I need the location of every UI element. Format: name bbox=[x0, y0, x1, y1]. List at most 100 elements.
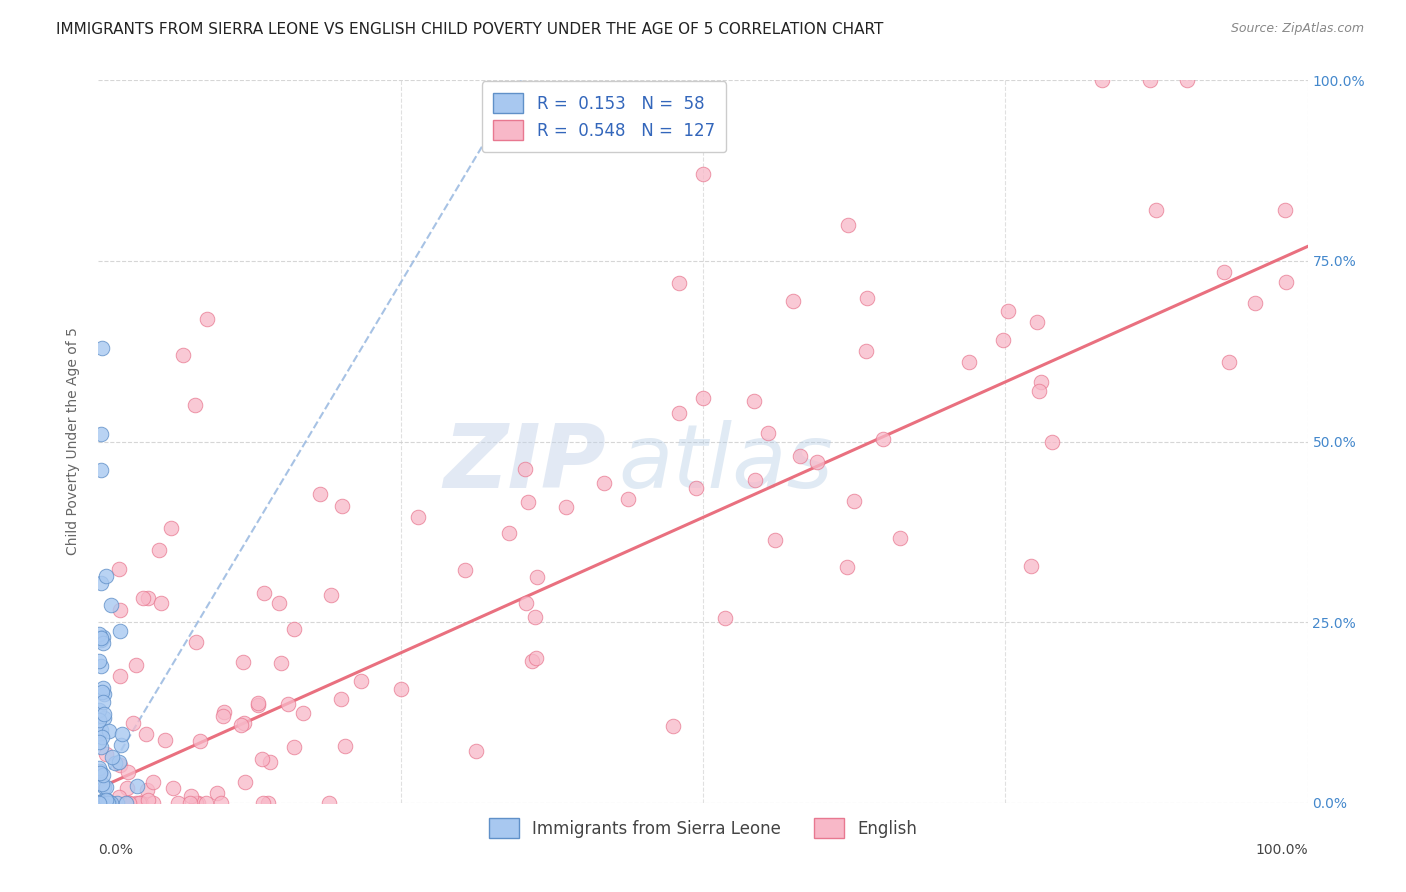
Point bbox=[247, 696, 270, 710]
Point bbox=[756, 425, 779, 440]
Point bbox=[125, 779, 148, 793]
Point bbox=[91, 636, 114, 650]
Point bbox=[330, 692, 353, 706]
Point bbox=[118, 796, 141, 810]
Point bbox=[668, 276, 690, 290]
Point bbox=[131, 796, 153, 810]
Point bbox=[259, 756, 281, 770]
Text: IMMIGRANTS FROM SIERRA LEONE VS ENGLISH CHILD POVERTY UNDER THE AGE OF 5 CORRELA: IMMIGRANTS FROM SIERRA LEONE VS ENGLISH … bbox=[56, 22, 883, 37]
Point bbox=[91, 681, 114, 695]
Point bbox=[105, 796, 128, 810]
Point bbox=[91, 768, 114, 782]
Point bbox=[270, 656, 292, 670]
Point bbox=[132, 591, 155, 606]
Point bbox=[115, 781, 138, 796]
Point bbox=[257, 796, 280, 810]
Point bbox=[991, 333, 1014, 347]
Point bbox=[291, 706, 314, 720]
Point bbox=[90, 631, 112, 645]
Point bbox=[93, 710, 115, 724]
Point bbox=[837, 218, 859, 232]
Point bbox=[692, 391, 714, 405]
Point bbox=[128, 796, 150, 810]
Point bbox=[129, 796, 152, 810]
Point bbox=[524, 651, 547, 665]
Point bbox=[87, 713, 110, 727]
Text: Source: ZipAtlas.com: Source: ZipAtlas.com bbox=[1230, 22, 1364, 36]
Point bbox=[406, 509, 429, 524]
Point bbox=[160, 521, 183, 535]
Point bbox=[842, 493, 865, 508]
Point bbox=[90, 427, 112, 442]
Point bbox=[90, 463, 112, 477]
Point bbox=[89, 796, 111, 810]
Point bbox=[744, 473, 766, 487]
Point bbox=[117, 796, 139, 810]
Point bbox=[110, 738, 132, 752]
Point bbox=[806, 455, 828, 469]
Point bbox=[188, 734, 211, 748]
Point bbox=[172, 348, 194, 362]
Point bbox=[90, 730, 112, 744]
Point bbox=[89, 765, 111, 780]
Point bbox=[1139, 73, 1161, 87]
Point bbox=[229, 717, 252, 731]
Point bbox=[87, 727, 110, 741]
Point bbox=[96, 796, 118, 810]
Point bbox=[782, 293, 804, 308]
Point bbox=[593, 476, 616, 491]
Point bbox=[685, 481, 707, 495]
Point bbox=[515, 596, 537, 610]
Point bbox=[957, 355, 980, 369]
Point bbox=[692, 167, 714, 181]
Point bbox=[1274, 202, 1296, 217]
Point bbox=[101, 750, 124, 764]
Point bbox=[90, 740, 112, 755]
Point bbox=[87, 796, 110, 810]
Point bbox=[107, 561, 129, 575]
Point bbox=[180, 789, 202, 803]
Point bbox=[1091, 73, 1114, 87]
Point bbox=[308, 487, 330, 501]
Point bbox=[187, 796, 209, 810]
Point bbox=[1021, 559, 1043, 574]
Point bbox=[90, 796, 112, 810]
Point bbox=[520, 655, 543, 669]
Point bbox=[98, 796, 121, 810]
Point bbox=[93, 707, 115, 722]
Point bbox=[283, 740, 305, 755]
Point bbox=[872, 432, 894, 446]
Point bbox=[122, 715, 145, 730]
Point bbox=[714, 611, 737, 625]
Point bbox=[195, 796, 218, 810]
Point bbox=[267, 596, 290, 610]
Point bbox=[97, 793, 120, 807]
Point bbox=[142, 775, 165, 789]
Point bbox=[232, 655, 254, 669]
Point bbox=[87, 796, 110, 810]
Point bbox=[1244, 296, 1267, 310]
Point bbox=[108, 756, 131, 770]
Point bbox=[855, 292, 877, 306]
Y-axis label: Child Poverty Under the Age of 5: Child Poverty Under the Age of 5 bbox=[66, 327, 80, 556]
Point bbox=[110, 603, 132, 617]
Point bbox=[93, 687, 115, 701]
Point bbox=[1028, 384, 1050, 398]
Point bbox=[1029, 376, 1052, 390]
Point bbox=[94, 796, 117, 810]
Point bbox=[89, 795, 111, 809]
Point bbox=[283, 622, 305, 636]
Point bbox=[661, 719, 683, 733]
Point bbox=[87, 761, 110, 775]
Text: 0.0%: 0.0% bbox=[98, 843, 134, 856]
Point bbox=[89, 766, 111, 780]
Point bbox=[111, 727, 134, 741]
Point bbox=[104, 756, 127, 771]
Point bbox=[1144, 202, 1167, 217]
Point bbox=[117, 764, 139, 779]
Point bbox=[90, 576, 112, 591]
Point bbox=[212, 706, 235, 720]
Point bbox=[129, 796, 152, 810]
Point bbox=[668, 406, 690, 420]
Point bbox=[184, 398, 207, 412]
